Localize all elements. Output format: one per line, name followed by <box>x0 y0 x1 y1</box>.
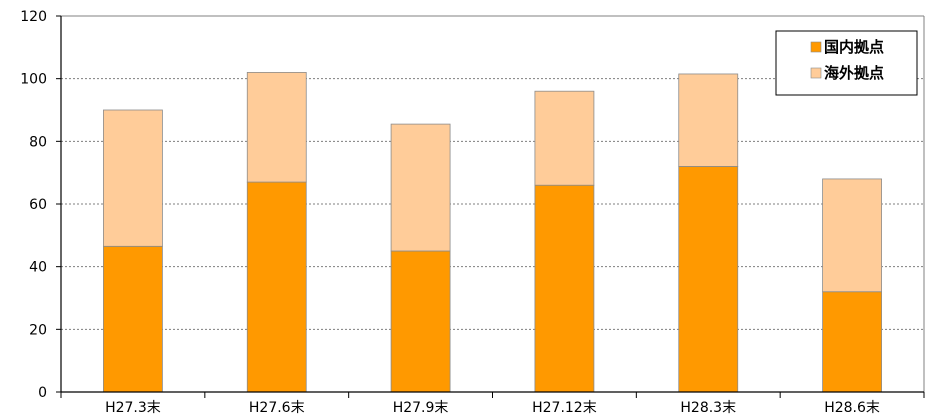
x-tick-label: H27.9末 <box>393 400 449 416</box>
bar-overseas-1 <box>246 72 307 183</box>
legend-box <box>775 30 918 96</box>
y-tick-label: 20 <box>29 322 47 338</box>
y-tick-label: 80 <box>29 134 47 150</box>
x-tick-label: H27.6末 <box>249 400 305 416</box>
legend-label: 海外拠点 <box>824 64 884 82</box>
bar-overseas-2 <box>390 123 451 252</box>
bars <box>103 72 882 393</box>
bar-overseas-5 <box>822 178 882 293</box>
legend-swatch <box>810 67 822 79</box>
bar-domestic-1 <box>246 181 307 393</box>
x-tick-label: H28.3末 <box>680 400 736 416</box>
y-tick-labels: 0 20 40 60 80 100 120 <box>20 9 47 401</box>
bar-domestic-5 <box>822 291 882 393</box>
x-tick-label: H27.3末 <box>105 400 161 416</box>
bar-domestic-3 <box>534 184 595 393</box>
bar-overseas-4 <box>678 73 739 167</box>
x-tick-label: H27.12末 <box>532 400 597 416</box>
bar-overseas-3 <box>534 90 595 186</box>
bar-domestic-2 <box>390 250 451 393</box>
y-tick-label: 120 <box>20 9 47 25</box>
legend-label: 国内拠点 <box>824 38 884 56</box>
axes <box>56 15 925 398</box>
x-tick-labels: H27.3末 H27.6末 H27.9末 H27.12末 H28.3末 H28.6末 <box>105 400 880 416</box>
y-tick-label: 60 <box>29 197 47 213</box>
y-tick-label: 100 <box>20 72 47 88</box>
y-tick-label: 0 <box>38 385 47 401</box>
x-tick-label: H28.6末 <box>824 400 880 416</box>
gridlines <box>61 78 924 330</box>
bar-domestic-0 <box>103 245 163 393</box>
bar-domestic-4 <box>678 165 739 393</box>
y-tick-label: 40 <box>29 260 47 276</box>
legend-swatch <box>810 41 822 53</box>
bar-overseas-0 <box>103 109 163 247</box>
